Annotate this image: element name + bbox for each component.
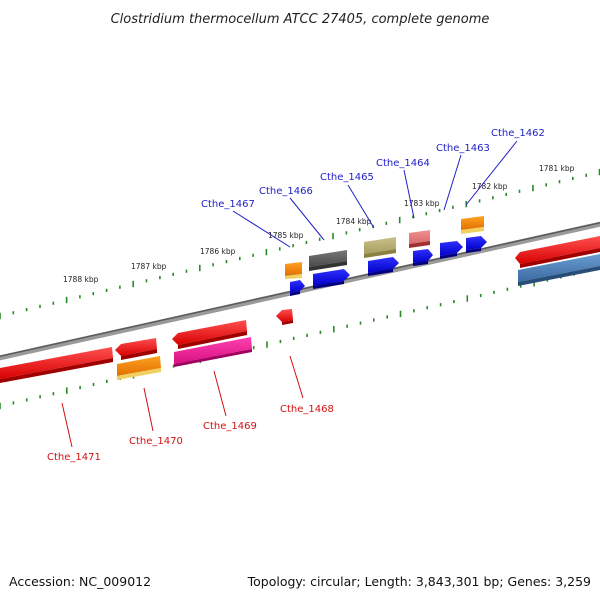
scale-label: 1783 kbp (404, 199, 440, 208)
scale-label: 1787 kbp (131, 262, 167, 271)
gene-label[interactable]: Cthe_1468 (280, 404, 334, 415)
gene-feature[interactable] (0, 347, 113, 383)
scale-label: 1786 kbp (200, 247, 236, 256)
gene-feature[interactable] (518, 254, 600, 286)
gene-feature[interactable] (290, 280, 305, 296)
leader-lines (61, 140, 518, 448)
gene-label[interactable]: Cthe_1463 (436, 143, 490, 154)
gene-feature[interactable] (368, 257, 399, 276)
gene-label[interactable]: Cthe_1470 (129, 436, 183, 447)
gene-feature[interactable] (461, 216, 484, 234)
genome-summary-text: Topology: circular; Length: 3,843,301 bp… (247, 574, 591, 589)
gene-label[interactable]: Cthe_1469 (203, 421, 257, 432)
gene-feature[interactable] (440, 241, 463, 259)
gene-label[interactable]: Cthe_1467 (201, 199, 255, 210)
gene-label[interactable]: Cthe_1471 (47, 452, 101, 463)
scale-label: 1785 kbp (268, 231, 304, 240)
gene-feature[interactable] (174, 337, 252, 367)
accession-text: Accession: NC_009012 (9, 574, 151, 589)
scale-label: 1788 kbp (63, 275, 99, 284)
gene-feature[interactable] (309, 250, 347, 271)
gene-feature[interactable] (285, 262, 302, 279)
scale-label: 1784 kbp (336, 217, 372, 226)
gene-label[interactable]: Cthe_1465 (320, 172, 374, 183)
gene-feature[interactable] (466, 236, 487, 253)
gene-feature[interactable] (117, 356, 161, 380)
gene-label[interactable]: Cthe_1462 (491, 128, 545, 139)
gene-feature[interactable] (413, 249, 433, 266)
reverse-strand-genes (0, 309, 293, 383)
gene-feature[interactable] (515, 236, 600, 268)
gene-feature[interactable] (409, 230, 430, 248)
gene-feature[interactable] (172, 320, 247, 349)
forward-strand-genes (285, 216, 600, 296)
gene-feature[interactable] (313, 269, 350, 289)
scale-label: 1781 kbp (539, 164, 575, 173)
forward-gene-labels: Cthe_1462 Cthe_1463 Cthe_1464 Cthe_1465 … (201, 128, 545, 210)
scale-label: 1782 kbp (472, 182, 508, 191)
gene-feature[interactable] (364, 237, 396, 258)
gene-label[interactable]: Cthe_1464 (376, 158, 430, 169)
chart-title: Clostridium thermocellum ATCC 27405, com… (111, 12, 490, 27)
scale-labels: 1781 kbp 1782 kbp 1783 kbp 1784 kbp 1785… (63, 164, 575, 284)
reverse-gene-labels: Cthe_1468 Cthe_1469 Cthe_1470 Cthe_1471 (47, 404, 334, 463)
gene-label[interactable]: Cthe_1466 (259, 186, 313, 197)
gene-feature[interactable] (276, 309, 293, 325)
gene-feature[interactable] (115, 338, 157, 360)
